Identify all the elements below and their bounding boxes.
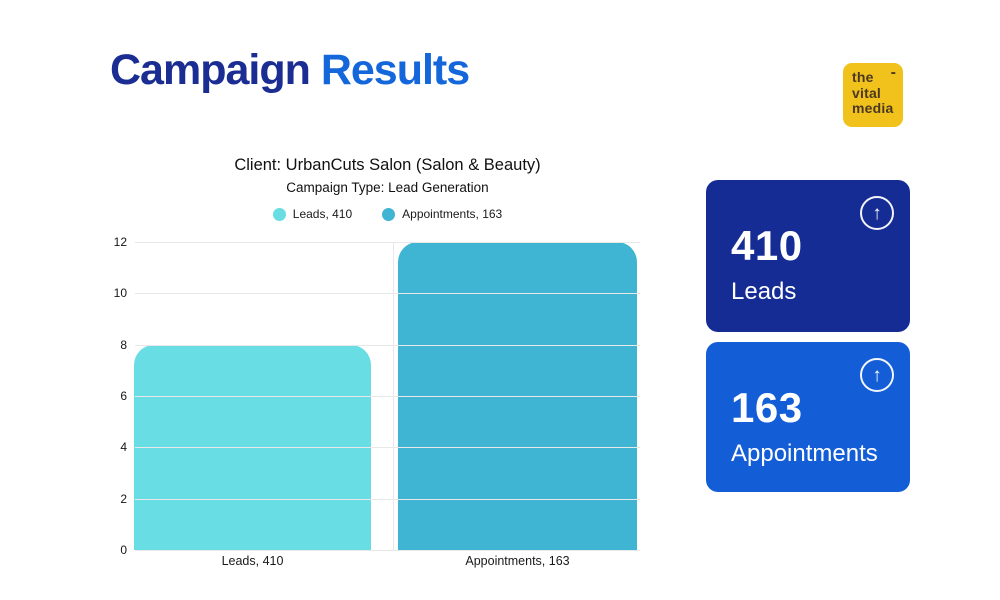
logo-line-1: the — [852, 69, 874, 85]
y-axis-tick-label: 6 — [120, 389, 127, 403]
gridline — [135, 293, 640, 295]
logo-dash: - — [890, 64, 896, 81]
gridline — [135, 396, 640, 397]
legend-label-appointments: Appointments, 163 — [402, 207, 503, 221]
y-axis-tick-label: 8 — [120, 337, 127, 352]
y-axis-tick-label: 4 — [120, 440, 127, 455]
chart-legend: Leads, 410 Appointments, 163 — [135, 207, 640, 221]
page-title-secondary: Results — [320, 46, 470, 94]
logo-wordmark: the vital media — [852, 69, 894, 117]
y-axis-tick-label: 2 — [120, 491, 127, 506]
stat-value-appointments: 163 — [731, 384, 803, 431]
chart-title: Client: UrbanCuts Salon (Salon & Beauty) — [234, 156, 541, 174]
stat-value-leads: 410 — [731, 222, 803, 269]
gridline — [135, 242, 640, 243]
page-title-primary: Campaign — [110, 46, 311, 94]
x-axis-label-appointments: Appointments, 163 — [465, 554, 570, 568]
y-axis-tick-label: 12 — [113, 235, 127, 249]
gridline — [135, 447, 640, 449]
brand-logo: - the vital media — [843, 63, 903, 127]
logo-line-3: media — [852, 100, 894, 116]
x-axis-label-leads: Leads, 410 — [221, 554, 284, 568]
legend-item-leads: Leads, 410 — [272, 207, 353, 221]
legend-dot-leads-icon — [272, 207, 286, 221]
y-axis-tick-label: 0 — [120, 543, 127, 557]
stat-card-appointments: ↑ 163 Appointments — [706, 342, 910, 492]
y-axis-tick-label: 10 — [113, 286, 127, 301]
stat-label-leads: Leads — [731, 278, 797, 305]
chart-subtitle: Campaign Type: Lead Generation — [286, 180, 489, 195]
arrow-up-icon: ↑ — [860, 358, 894, 392]
stat-card-leads: ↑ 410 Leads — [706, 180, 910, 332]
legend-item-appointments: Appointments, 163 — [382, 207, 502, 221]
plot-area: Leads, 410 Appointments, 163 0 2 4 6 8 10 12 — [114, 235, 640, 568]
legend-label-leads: Leads, 410 — [292, 207, 353, 221]
stat-label-appointments: Appointments — [731, 440, 878, 467]
page-title: Campaign Results — [110, 46, 470, 95]
logo-line-2: vital — [852, 84, 882, 101]
gridline — [135, 344, 640, 346]
gridline — [135, 498, 640, 500]
legend-dot-appointments-icon — [382, 207, 396, 221]
gridline — [135, 550, 640, 551]
arrow-up-icon: ↑ — [860, 196, 894, 230]
